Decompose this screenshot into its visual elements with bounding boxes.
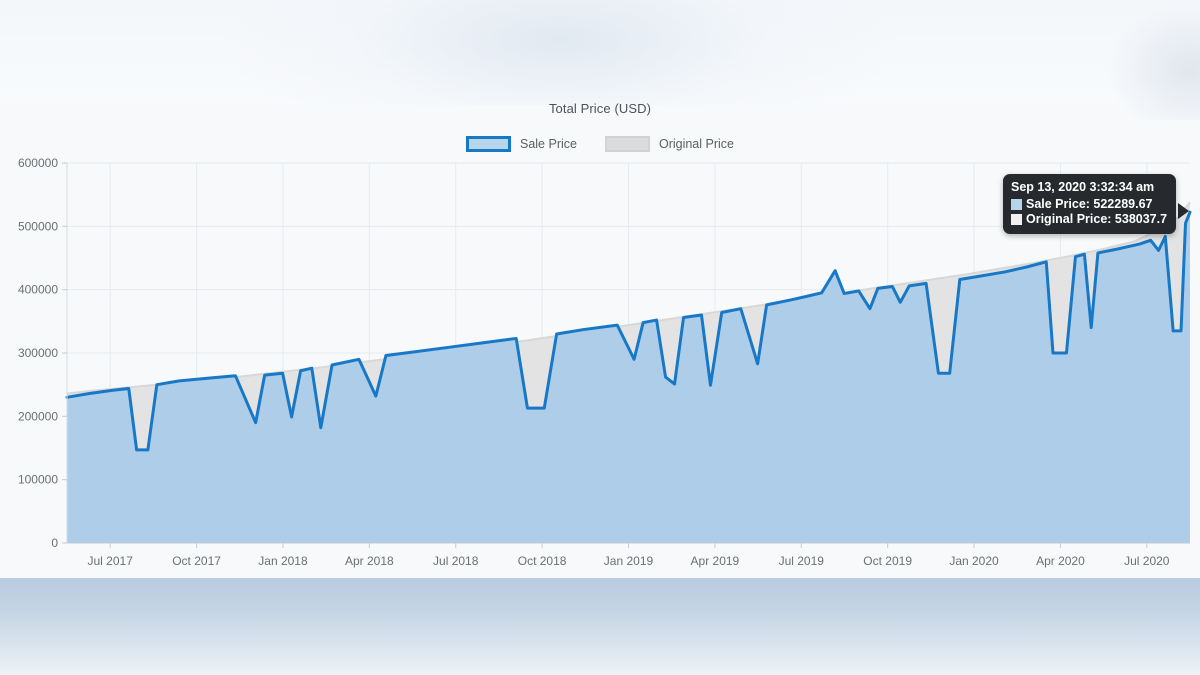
tooltip-row-original-price: Original Price: 538037.7 bbox=[1011, 212, 1167, 227]
y-tick-label: 300000 bbox=[18, 346, 58, 360]
y-tick-label: 500000 bbox=[18, 219, 58, 233]
y-tick-label: 400000 bbox=[18, 283, 58, 297]
x-tick-label: Jul 2017 bbox=[88, 554, 134, 568]
x-tick-label: Jan 2019 bbox=[604, 554, 654, 568]
legend-swatch-sale-price bbox=[465, 136, 511, 152]
legend-label-sale-price: Sale Price bbox=[519, 137, 577, 151]
x-tick-label: Jan 2020 bbox=[949, 554, 999, 568]
background-wash-right bbox=[1080, 0, 1200, 120]
y-tick-label: 0 bbox=[51, 536, 58, 550]
x-tick-label: Oct 2017 bbox=[172, 554, 221, 568]
chart-tooltip: Sep 13, 2020 3:32:34 am Sale Price: 5222… bbox=[1003, 174, 1177, 234]
page-bottom-strip bbox=[0, 578, 1200, 675]
legend-item-sale-price[interactable]: Sale Price bbox=[465, 136, 577, 152]
tooltip-marker-sale-price bbox=[1011, 199, 1022, 210]
tooltip-title: Sep 13, 2020 3:32:34 am bbox=[1011, 180, 1155, 194]
x-tick-label: Jul 2018 bbox=[433, 554, 479, 568]
legend-swatch-original-price bbox=[604, 136, 650, 152]
plot-area[interactable]: 0 100000 200000 300000 400000 500000 600000 Ju… bbox=[0, 0, 1200, 578]
tooltip-arrow bbox=[1178, 203, 1189, 219]
tooltip-value-sale-price: Sale Price: 522289.67 bbox=[1026, 197, 1153, 211]
tooltip-marker-original-price bbox=[1011, 214, 1022, 225]
chart-card: Total Price (USD) Sale Price Original Pr… bbox=[0, 0, 1200, 578]
x-tick-label: Jan 2018 bbox=[258, 554, 308, 568]
x-tick-label: Oct 2019 bbox=[863, 554, 912, 568]
x-tick-label: Oct 2018 bbox=[518, 554, 567, 568]
x-tick-label: Apr 2020 bbox=[1036, 554, 1085, 568]
tooltip-value-original-price: Original Price: 538037.7 bbox=[1026, 212, 1168, 226]
chart-legend: Sale Price Original Price bbox=[0, 136, 1200, 152]
x-tick-label: Jul 2019 bbox=[779, 554, 825, 568]
series-line-sale-price bbox=[65, 210, 1192, 452]
x-tick-label: Apr 2019 bbox=[691, 554, 740, 568]
chart-title: Total Price (USD) bbox=[548, 101, 652, 116]
x-axis-tick-labels: Jul 2017 Oct 2017 Jan 2018 Apr 2018 Jul 2018… bbox=[88, 543, 1170, 568]
series-area-sale-price bbox=[67, 212, 1190, 543]
y-tick-label: 100000 bbox=[18, 473, 58, 487]
chart-svg: 0 100000 200000 300000 400000 500000 600000 Ju… bbox=[18, 156, 1192, 568]
legend-label-original-price: Original Price bbox=[658, 137, 734, 151]
background-wash-top bbox=[0, 0, 1200, 105]
y-tick-label: 200000 bbox=[18, 409, 58, 423]
x-tick-label: Jul 2020 bbox=[1124, 554, 1170, 568]
tooltip-row-sale-price: Sale Price: 522289.67 bbox=[1011, 197, 1167, 212]
y-tick-label: 600000 bbox=[18, 156, 58, 170]
legend-item-original-price[interactable]: Original Price bbox=[604, 136, 734, 152]
x-tick-label: Apr 2018 bbox=[345, 554, 394, 568]
y-axis-tick-labels: 0 100000 200000 300000 400000 500000 600000 bbox=[18, 156, 67, 550]
